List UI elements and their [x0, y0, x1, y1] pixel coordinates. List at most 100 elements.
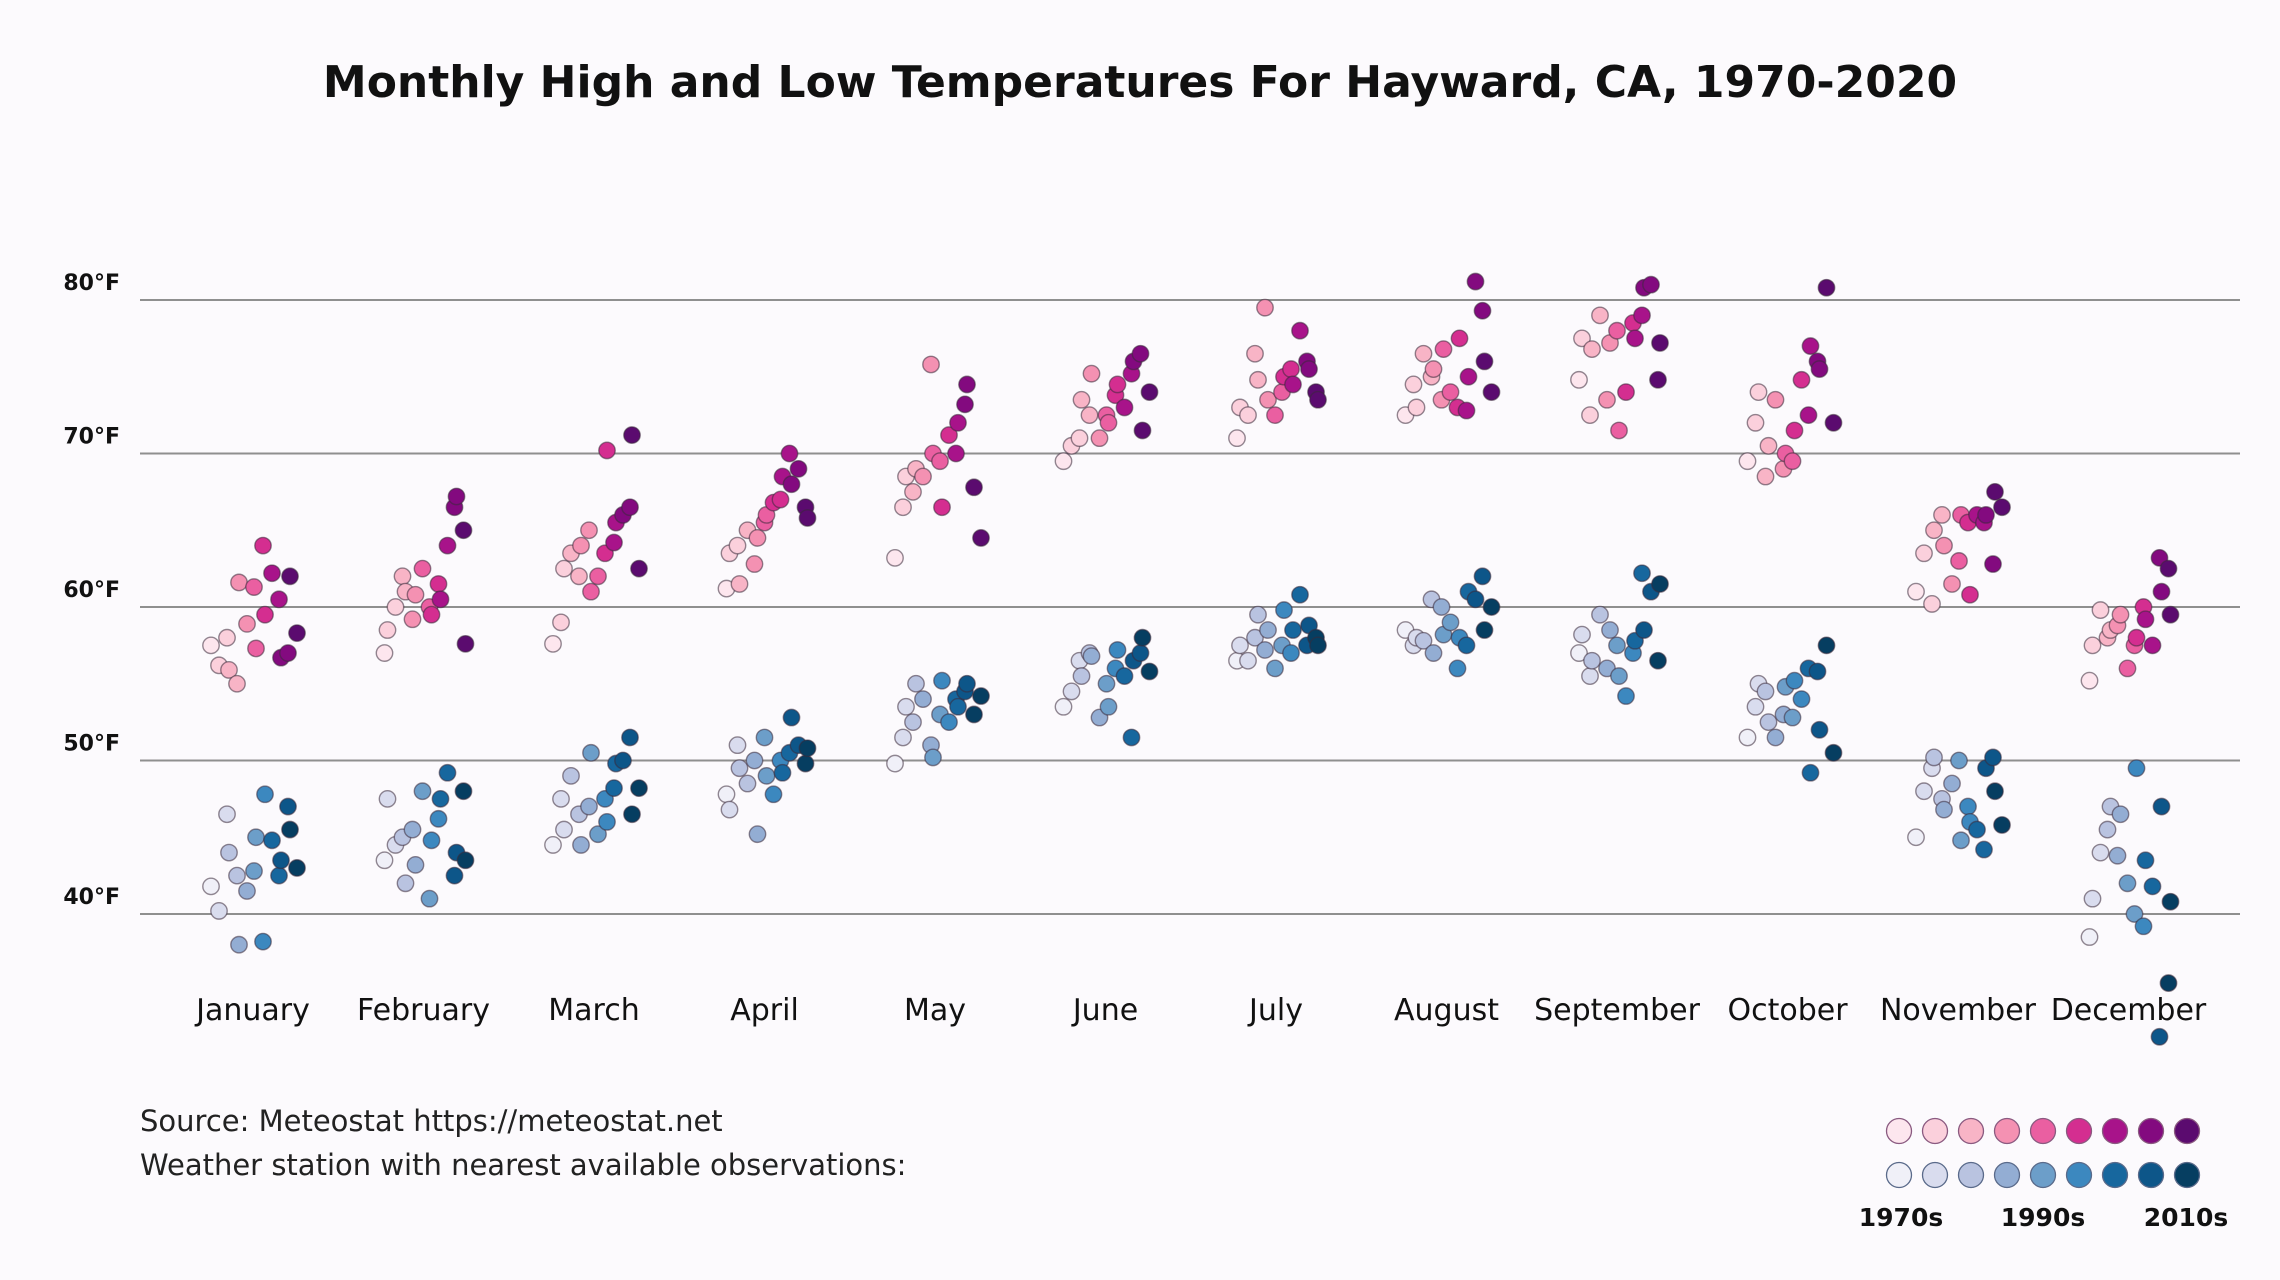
high-temp-point [728, 536, 747, 555]
low-temp-point [1801, 763, 1820, 782]
low-temp-point [2134, 917, 2153, 936]
low-temp-point [210, 902, 228, 920]
high-temp-point [1591, 306, 1609, 325]
low-temp-point [288, 859, 306, 877]
legend-high-swatch [2137, 1117, 2165, 1145]
high-temp-point [1407, 398, 1426, 417]
legend-label-1970s: 1970s [1859, 1203, 1943, 1232]
low-temp-point [279, 797, 297, 816]
high-temp-point [1581, 406, 1599, 425]
high-temp-point [789, 459, 808, 478]
low-temp-point [1617, 687, 1635, 705]
high-temp-point [1259, 390, 1277, 409]
low-temp-point [2118, 874, 2137, 893]
low-temp-point [230, 935, 248, 954]
low-temp-point [755, 728, 774, 747]
high-temp-point [1801, 337, 1820, 355]
low-temp-point [745, 751, 764, 770]
low-temp-point [598, 813, 616, 831]
low-temp-point [2108, 846, 2127, 865]
low-temp-point [1475, 621, 1494, 639]
high-temp-point [1434, 340, 1453, 359]
high-temp-point [630, 559, 648, 578]
high-temp-point [914, 467, 932, 486]
y-axis-ticks: 40°F 50°F 60°F 70°F 80°F [63, 271, 120, 910]
low-temp-point [728, 736, 747, 755]
y-tick-label: 70°F [63, 425, 120, 450]
high-temp-point [1284, 375, 1302, 394]
high-temp-point [1300, 360, 1318, 378]
low-temp-point [1097, 674, 1116, 693]
legend-label-2010s: 2010s [2144, 1203, 2228, 1232]
low-temp-point [965, 705, 983, 724]
low-temp-point [420, 889, 439, 908]
low-temp-point [748, 825, 767, 844]
high-temp-point [1986, 482, 2004, 501]
high-temp-point [1907, 582, 1925, 601]
high-temp-point [1738, 452, 1757, 471]
high-temp-point [730, 575, 749, 593]
low-temp-point [1249, 605, 1267, 624]
high-temp-point [1570, 370, 1588, 389]
high-temp-point [1961, 585, 1979, 604]
high-temp-point [1610, 421, 1628, 440]
low-temp-point [1131, 644, 1150, 662]
low-temp-point [2127, 759, 2146, 778]
high-temp-point [1228, 429, 1246, 448]
high-temp-point [1626, 329, 1644, 348]
legend-low-swatch [2065, 1161, 2093, 1189]
high-temp-point [386, 598, 405, 616]
high-temp-point [1140, 383, 1159, 401]
high-temp-point [1115, 398, 1134, 417]
high-temp-point [745, 555, 764, 573]
low-temp-point [2152, 797, 2171, 816]
low-temp-point [623, 805, 641, 824]
high-temp-point [572, 536, 590, 555]
low-temp-point [552, 789, 570, 808]
low-temp-point [1968, 820, 1986, 839]
high-temp-point [1266, 406, 1284, 425]
low-temp-point [720, 800, 739, 819]
low-temp-point [1610, 667, 1628, 685]
high-temp-point [245, 578, 263, 596]
high-temp-point [2136, 610, 2155, 629]
low-temp-point [773, 763, 792, 782]
low-temp-point [1432, 598, 1451, 616]
high-temp-point [1617, 383, 1635, 401]
low-temp-point [2098, 820, 2117, 839]
low-temp-point [1581, 667, 1599, 685]
legend-low-swatch [1957, 1161, 1985, 1189]
high-temp-point [393, 567, 412, 586]
high-temp-point [1466, 272, 1485, 291]
low-temp-point [220, 843, 238, 862]
high-temp-point [1090, 429, 1109, 448]
low-temp-point [202, 877, 220, 896]
low-temp-point [1466, 590, 1485, 609]
high-temp-point [589, 567, 607, 586]
legend-high-swatch [2101, 1117, 2129, 1145]
low-temp-point [582, 743, 600, 762]
high-temp-point [1824, 413, 1843, 432]
legend-low-swatch [1993, 1161, 2021, 1189]
high-temp-point [1792, 370, 1811, 389]
x-tick-label: February [357, 993, 490, 1028]
low-temp-point [1943, 774, 1961, 793]
high-temp-point [552, 613, 570, 632]
decade-legend [1885, 1117, 2201, 1189]
high-temp-point [886, 548, 904, 567]
high-temp-point [2161, 605, 2180, 624]
low-temp-point [1986, 782, 2004, 801]
low-temp-point [1573, 625, 1591, 644]
low-temp-point [630, 779, 648, 798]
x-tick-label: June [1071, 993, 1138, 1028]
low-temp-point [2111, 805, 2130, 824]
low-temp-point [1231, 636, 1249, 655]
x-tick-label: April [730, 993, 799, 1028]
low-temp-point [1759, 713, 1778, 732]
gridlines [140, 299, 2240, 915]
low-temp-point [1072, 667, 1091, 685]
low-temp-point [2080, 928, 2099, 946]
low-temp-point [1810, 720, 1829, 739]
low-temp-point [1473, 567, 1492, 586]
low-temp-point [1993, 816, 2011, 834]
